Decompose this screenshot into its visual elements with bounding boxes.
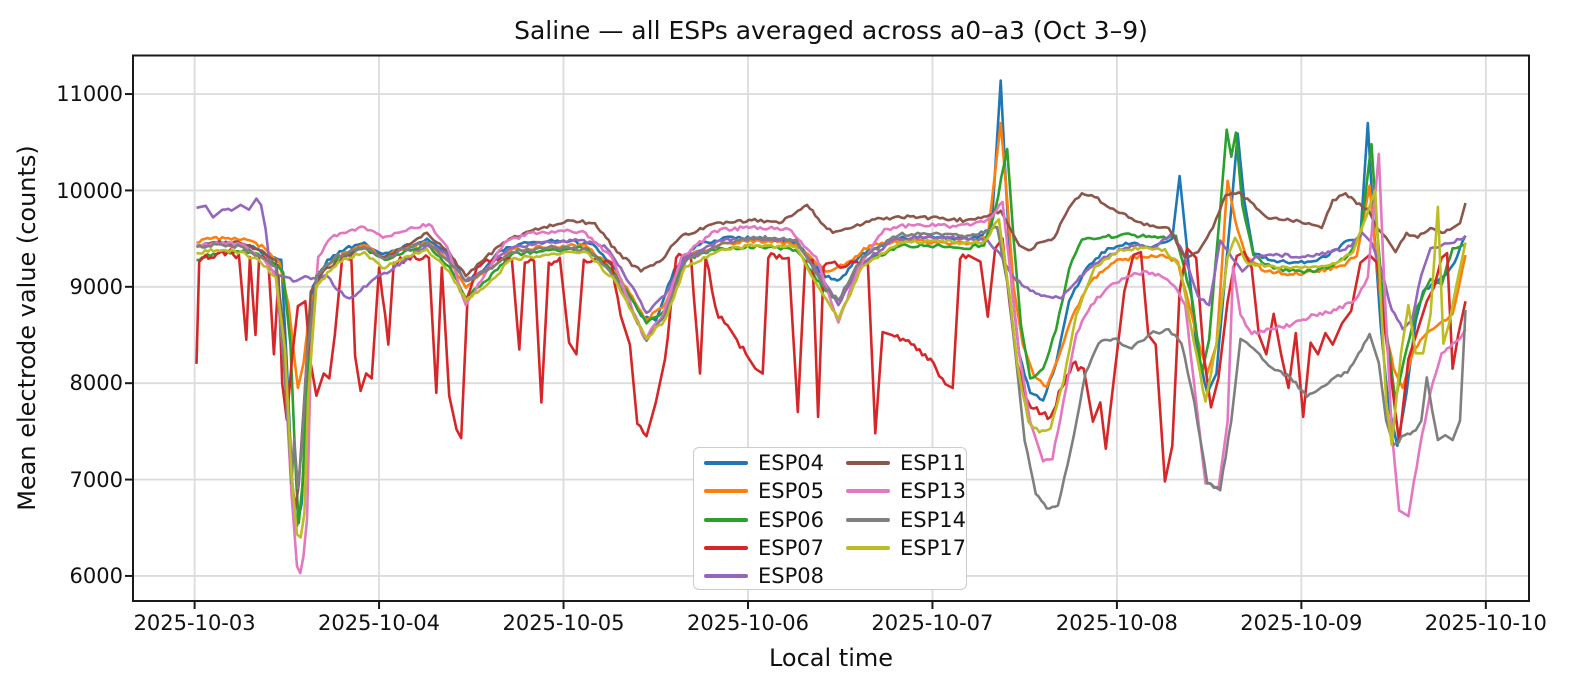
x-tick-label: 2025-10-05 bbox=[502, 611, 625, 635]
series-line-esp14 bbox=[195, 225, 1467, 510]
legend-line-sample bbox=[704, 574, 748, 579]
x-tick-label: 2025-10-04 bbox=[317, 611, 441, 635]
y-tick-label: 6000 bbox=[69, 563, 123, 588]
chart-title: Saline — all ESPs averaged across a0–a3 … bbox=[514, 16, 1148, 45]
y-tick-label: 8000 bbox=[69, 371, 123, 396]
legend-item: ESP17 bbox=[846, 535, 966, 561]
series-group bbox=[195, 79, 1467, 575]
legend-item: ESP06 bbox=[704, 507, 824, 533]
legend-label: ESP05 bbox=[758, 479, 824, 504]
legend-item: ESP08 bbox=[704, 563, 824, 589]
y-tick-label: 11000 bbox=[56, 82, 123, 107]
legend-label: ESP06 bbox=[758, 507, 824, 532]
y-tick-label: 10000 bbox=[56, 178, 123, 203]
legend-label: ESP07 bbox=[758, 535, 824, 560]
legend-item: ESP11 bbox=[846, 450, 966, 476]
legend-label: ESP08 bbox=[758, 564, 824, 589]
legend-line-sample bbox=[846, 517, 890, 522]
legend-item: ESP05 bbox=[704, 478, 824, 504]
series-line-esp07 bbox=[195, 237, 1467, 483]
legend-line-sample bbox=[704, 517, 748, 522]
x-tick-label: 2025-10-06 bbox=[686, 611, 810, 635]
legend-line-sample bbox=[704, 461, 748, 465]
series-line-esp13 bbox=[196, 152, 1467, 575]
legend-label: ESP11 bbox=[900, 451, 966, 475]
series-line-esp17 bbox=[196, 189, 1467, 539]
legend-line-sample bbox=[846, 545, 890, 550]
x-tick-label: 2025-10-10 bbox=[1424, 611, 1547, 635]
legend-item: ESP07 bbox=[704, 535, 824, 561]
legend-line-sample bbox=[704, 489, 748, 494]
legend-line-sample bbox=[846, 461, 890, 465]
legend-label: ESP04 bbox=[758, 451, 824, 475]
legend-item: ESP14 bbox=[846, 507, 966, 533]
x-tick-label: 2025-10-08 bbox=[1055, 611, 1178, 635]
legend: ESP04 ESP05 ESP06 ESP07 ESP08 ESP11 ESP1… bbox=[693, 447, 967, 590]
x-tick-label: 2025-10-09 bbox=[1240, 611, 1363, 635]
x-tick-label: 2025-10-03 bbox=[133, 611, 256, 635]
y-tick-label: 7000 bbox=[69, 467, 123, 492]
x-tick-label: 2025-10-07 bbox=[871, 611, 994, 635]
legend-line-sample bbox=[846, 489, 890, 494]
y-tick-label: 9000 bbox=[69, 274, 123, 299]
legend-item: ESP04 bbox=[704, 450, 824, 476]
legend-line-sample bbox=[704, 545, 748, 550]
x-axis-label: Local time bbox=[768, 644, 894, 672]
series-line-esp11 bbox=[196, 191, 1467, 511]
legend-item: ESP13 bbox=[846, 478, 966, 504]
legend-label: ESP14 bbox=[900, 507, 966, 532]
plot-border bbox=[132, 54, 1530, 602]
legend-label: ESP13 bbox=[900, 479, 966, 504]
legend-label: ESP17 bbox=[900, 535, 966, 560]
